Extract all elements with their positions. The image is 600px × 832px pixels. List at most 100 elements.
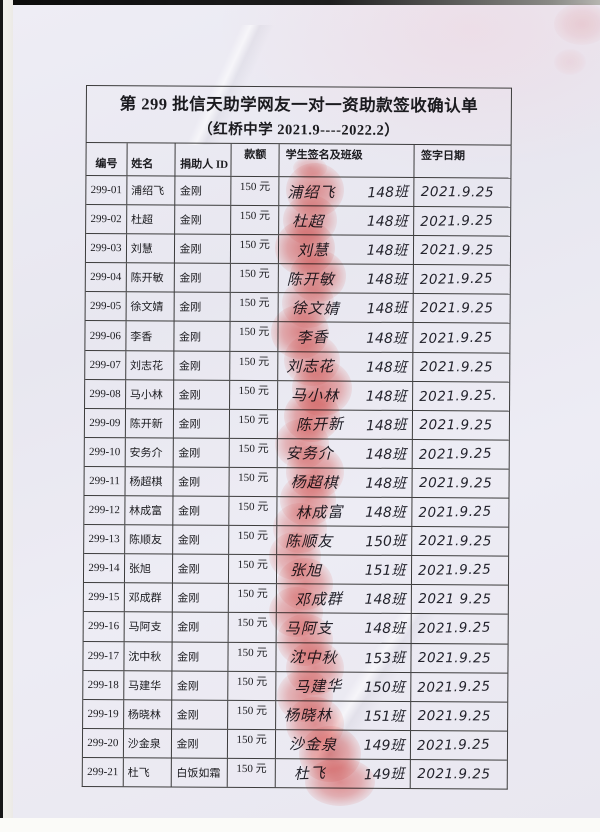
cell-student-name: 陈顺友	[124, 525, 173, 554]
form-subtitle: （红桥中学 2021.9----2022.2）	[198, 121, 400, 139]
cell-amount-text: 150 元	[236, 733, 267, 746]
cell-signature: 马小林 148班	[278, 380, 414, 410]
cell-serial-number: 299-13	[84, 525, 126, 554]
table-row: 299-03 刘慧 金刚 150 元 刘慧 148班 2021.9.25	[85, 234, 511, 266]
cell-amount: 150 元	[229, 467, 278, 497]
cell-signature: 杜飞 149班	[275, 759, 412, 788]
cell-serial-number-text: 299-03	[90, 242, 122, 255]
table-row: 299-06 李香 金刚 150 元 李香 148班 2021.9.25	[85, 321, 510, 354]
cell-student-name: 刘慧	[126, 234, 175, 263]
handwritten-signature: 沈中秋	[289, 647, 338, 668]
table-row: 299-01 浦绍飞 金刚 150 元 浦绍飞 148班 2021.9.25	[86, 176, 511, 208]
cell-amount: 150 元	[228, 613, 277, 642]
handwritten-date: 2021.9.25	[417, 765, 491, 783]
cell-student-name-text: 安务介	[129, 447, 163, 460]
handwritten-signature: 陈开新	[295, 415, 345, 435]
cell-donor-id-text: 金刚	[178, 447, 201, 460]
cell-serial-number: 299-17	[83, 641, 125, 670]
table-row: 299-02 杜超 金刚 150 元 杜超 148班 2021.9.25	[86, 205, 511, 237]
cell-student-name-text: 张旭	[128, 563, 151, 576]
cell-student-name-text: 刘慧	[130, 243, 153, 256]
cell-serial-number: 299-16	[83, 612, 125, 641]
cell-student-name: 杜飞	[123, 758, 172, 787]
table-row: 299-20 沙金泉 金刚 150 元 沙金泉 149班 2021.9.25	[82, 728, 508, 761]
cell-amount: 150 元	[228, 700, 277, 729]
cell-serial-number: 299-19	[83, 699, 125, 729]
cell-amount: 150 元	[228, 642, 277, 671]
cell-amount: 150 元	[230, 380, 279, 409]
handwritten-signature: 张旭	[289, 560, 323, 580]
cell-amount-text: 150 元	[238, 355, 270, 368]
handwritten-signature: 杜飞	[293, 764, 327, 784]
cell-student-name: 马建华	[124, 670, 172, 700]
cell-donor-id: 金刚	[172, 642, 229, 671]
handwritten-date: 2021.9.25	[419, 416, 493, 434]
cell-amount: 150 元	[231, 205, 280, 235]
handwritten-signature: 徐文婧	[291, 298, 340, 318]
handwritten-signature: 杨晓林	[284, 706, 333, 725]
cell-student-name: 沈中秋	[124, 641, 173, 671]
cell-serial-number: 299-02	[86, 205, 128, 234]
cell-serial-number-text: 299-16	[87, 620, 120, 633]
cell-donor-id: 金刚	[174, 292, 232, 322]
cell-student-name-text: 林成富	[129, 505, 163, 518]
handwritten-date: 2021.9.25.	[419, 387, 498, 405]
handwritten-class: 153班	[364, 649, 406, 667]
cell-amount-text: 150 元	[237, 646, 268, 659]
cell-amount: 150 元	[231, 235, 280, 264]
confirmation-form: 第 299 批信天助学网友一对一资助款签收确认单 （红桥中学 2021.9---…	[81, 85, 512, 790]
handwritten-signature: 马阿支	[284, 619, 333, 638]
handwritten-class: 149班	[363, 737, 405, 754]
col-header-amount: 款额	[231, 143, 280, 177]
cell-amount-text: 150 元	[239, 268, 270, 281]
cell-amount-text: 150 元	[237, 500, 269, 514]
table-row: 299-05 徐文婧 金刚 150 元 徐文婧 148班 2021.9.25	[85, 292, 510, 325]
cell-sign-date: 2021.9.25	[413, 469, 509, 498]
cell-amount-text: 150 元	[237, 530, 269, 543]
handwritten-date: 2021.9.25	[420, 300, 494, 317]
cell-student-name-text: 杜飞	[127, 767, 150, 780]
cell-amount: 150 元	[229, 555, 278, 584]
cell-amount-text: 150 元	[239, 210, 271, 223]
cell-serial-number: 299-11	[84, 466, 126, 496]
handwritten-class: 151班	[363, 708, 405, 725]
cell-student-name-text: 杨晓林	[127, 709, 161, 722]
cell-student-name-text: 马小林	[129, 388, 163, 402]
cell-serial-number-text: 299-06	[89, 329, 121, 342]
form-table: 编号 姓名 捐助人 ID 款额 学生签名及班级 签字日期 299-01 浦绍飞 金刚…	[81, 142, 512, 790]
table-row: 299-10 安务介 金刚 150 元 安务介 148班 2021.9.25	[84, 437, 509, 470]
cell-donor-id-text: 金刚	[178, 389, 201, 402]
cell-student-name-text: 杨超棋	[129, 476, 163, 489]
handwritten-class: 148班	[366, 272, 408, 289]
handwritten-signature: 林成富	[295, 502, 344, 522]
handwritten-date: 2021.9.25	[419, 329, 494, 347]
cell-student-name-text: 马建华	[128, 679, 162, 693]
cell-donor-id: 金刚	[174, 263, 232, 293]
cell-amount-text: 150 元	[237, 559, 268, 572]
cell-donor-id-text: 金刚	[179, 214, 202, 227]
table-row: 299-09 陈开新 金刚 150 元 陈开新 148班 2021.9.25	[84, 408, 510, 441]
cell-signature: 李香 148班	[278, 322, 415, 352]
handwritten-class: 148班	[366, 300, 408, 318]
table-row: 299-14 张旭 金刚 150 元 张旭 151班 2021.9.25	[83, 554, 509, 586]
cell-donor-id-text: 金刚	[176, 680, 199, 693]
cell-amount-text: 150 元	[238, 442, 269, 455]
cell-donor-id: 金刚	[174, 234, 232, 264]
cell-donor-id-text: 金刚	[177, 505, 201, 518]
cell-sign-date: 2021.9.25	[413, 498, 509, 527]
cell-student-name-text: 邓成群	[128, 592, 162, 605]
cell-student-name-text: 浦绍飞	[131, 185, 165, 198]
handwritten-signature: 邓成群	[294, 589, 344, 609]
cell-amount: 150 元	[228, 758, 276, 788]
col-header-date: 签字日期	[420, 150, 466, 163]
cell-student-name: 杨晓林	[123, 699, 172, 729]
cell-sign-date: 2021.9.25	[414, 353, 510, 382]
handwritten-class: 148班	[365, 388, 407, 405]
cell-serial-number-text: 299-18	[87, 678, 119, 691]
handwritten-class: 148班	[365, 446, 407, 463]
handwritten-class: 148班	[366, 213, 408, 231]
cell-serial-number: 299-09	[84, 408, 126, 438]
cell-donor-id-text: 金刚	[176, 709, 199, 722]
cell-serial-number-text: 299-04	[90, 271, 122, 284]
cell-sign-date: 2021.9.25	[411, 760, 507, 789]
